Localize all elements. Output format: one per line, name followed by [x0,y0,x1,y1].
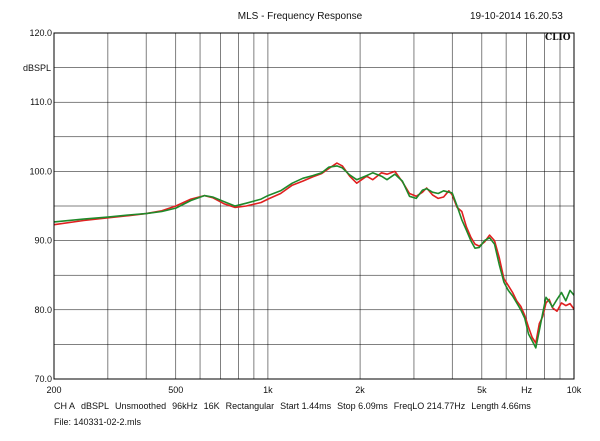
y-axis-label: dBSPL [23,63,52,73]
parameter-item: Unsmoothed [115,401,167,411]
brand-label: CLIO [545,33,571,43]
parameter-item: Rectangular [225,401,275,411]
series-line [53,165,575,349]
chart-series [53,162,575,349]
x-tick-label: 200 [46,385,61,395]
parameter-item: 96kHz [172,401,198,411]
chart-tick-labels: 200 500 1k 2k 5k Hz 10k 70.0 80.0 90.0 100.0 110.0 1… [29,28,581,395]
chart-grid [54,33,574,379]
file-name: File: 140331-02-2.mls [54,417,142,427]
y-tick-label: 100.0 [29,166,52,176]
chart-title: MLS - Frequency Response [237,11,363,22]
x-tick-label: 2k [355,385,365,395]
y-tick-label: 80.0 [34,305,52,315]
parameter-item: FreqLO 214.77Hz [393,401,466,411]
y-tick-label: 90.0 [34,236,52,246]
parameter-item: CH A [54,401,76,411]
y-tick-label: 120.0 [29,28,52,38]
parameter-item: Start 1.44ms [280,401,332,411]
measurement-parameters: CH A dBSPL Unsmoothed 96kHz 16K Rectangular St… [54,401,537,411]
x-tick-label: 10k [567,385,582,395]
x-tick-label: 500 [168,385,183,395]
y-tick-label: 70.0 [34,374,52,384]
parameter-item: Length 4.66ms [471,401,531,411]
parameter-item: 16K [203,401,220,411]
x-tick-label: 5k [477,385,487,395]
parameter-item: Stop 6.09ms [337,401,388,411]
timestamp: 19-10-2014 16.20.53 [470,11,563,22]
x-tick-label: 1k [263,385,273,395]
x-tick-label: Hz [521,385,532,395]
plot-frame [53,32,575,380]
y-tick-label: 110.0 [30,97,52,107]
parameter-item: dBSPL [81,401,110,411]
